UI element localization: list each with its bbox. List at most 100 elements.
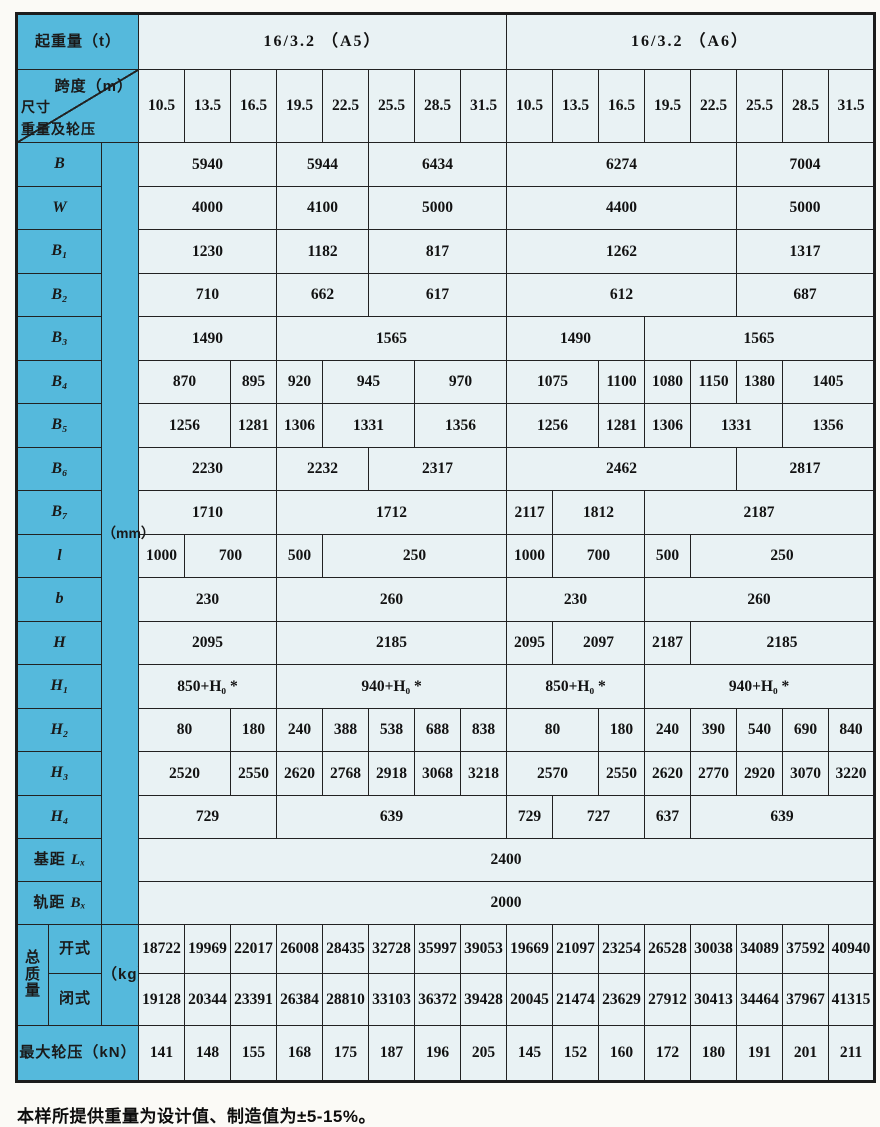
- value-cell: 1256: [506, 403, 600, 448]
- header-label-symbol: Lₓ: [70, 851, 86, 868]
- value-cell: 1565: [276, 316, 508, 361]
- value-cell: 500: [276, 533, 324, 578]
- value-cell: 2187: [644, 620, 692, 665]
- value-cell: 2097: [552, 620, 646, 665]
- unit-mm-cell: （mm）: [100, 142, 155, 925]
- value-cell: 1075: [506, 359, 600, 404]
- value-cell: 1000: [506, 533, 554, 578]
- value-cell: 850+H₀ *: [138, 664, 278, 709]
- value-cell: 895: [230, 359, 278, 404]
- value-cell: 39428: [460, 973, 508, 1026]
- value-cell: 2920: [736, 751, 784, 796]
- value-cell: 191: [736, 1025, 784, 1082]
- value-cell: 13.5: [184, 69, 232, 143]
- capacity-group-cell: 16/3.2 （A6）: [506, 13, 876, 70]
- header-label-cell: 开式: [48, 924, 102, 974]
- dimension-label-cell: H₂: [16, 707, 102, 752]
- value-cell: 37967: [782, 973, 830, 1026]
- value-cell: 5000: [736, 185, 876, 230]
- value-cell: 6274: [506, 142, 738, 187]
- value-cell: 31.5: [828, 69, 876, 143]
- value-cell: 240: [276, 707, 324, 752]
- value-cell: 700: [184, 533, 278, 578]
- row-b: b 230 260 230 260: [16, 577, 876, 622]
- value-cell: 22017: [230, 924, 278, 974]
- row-B5: B₅ 1256 1281 1306 1331 1356 1256 1281 1306 1331 13…: [16, 403, 876, 448]
- dimension-label-cell: H: [16, 620, 102, 665]
- dimension-label-cell: H₃: [16, 751, 102, 796]
- value-cell: 196: [414, 1025, 462, 1082]
- value-cell: 28.5: [782, 69, 830, 143]
- value-cell: 1256: [138, 403, 232, 448]
- value-cell: 1710: [138, 490, 278, 535]
- value-cell: 155: [230, 1025, 278, 1082]
- value-cell: 2462: [506, 446, 738, 491]
- value-cell: 1565: [644, 316, 876, 361]
- value-cell: 2317: [368, 446, 508, 491]
- dimension-label-cell: B₄: [16, 359, 102, 404]
- value-cell: 4400: [506, 185, 738, 230]
- value-cell: 172: [644, 1025, 692, 1082]
- value-cell: 23391: [230, 973, 278, 1026]
- row-span-header: 跨度（m） 尺寸 重量及轮压 10.5 13.5 16.5 19.5 22.5 25.5 28.5…: [15, 69, 876, 143]
- dimension-label-cell: b: [16, 577, 102, 622]
- value-cell: 26528: [644, 924, 692, 974]
- value-cell: 1380: [736, 359, 784, 404]
- value-cell: 22.5: [322, 69, 370, 143]
- row-H4: H₄ 729 639 729 727 637 639: [16, 794, 876, 839]
- value-cell: 3220: [828, 751, 876, 796]
- value-cell: 1150: [690, 359, 738, 404]
- value-cell: 2770: [690, 751, 738, 796]
- row-B7: B₇ 1710 1712 2117 1812 2187: [16, 490, 876, 535]
- value-cell: 838: [460, 707, 508, 752]
- row-l: l 1000 700 500 250 1000 700 500 250: [16, 533, 876, 578]
- value-cell: 2185: [276, 620, 508, 665]
- value-cell: 945: [322, 359, 416, 404]
- value-cell: 148: [184, 1025, 232, 1082]
- value-cell: 1262: [506, 229, 738, 274]
- value-cell: 180: [598, 707, 646, 752]
- value-cell: 1080: [644, 359, 692, 404]
- header-label-cell: 最大轮压（kN）: [15, 1025, 140, 1082]
- value-cell: 40940: [828, 924, 876, 974]
- value-cell: 4000: [138, 185, 278, 230]
- value-cell: 10.5: [138, 69, 186, 143]
- value-cell: 1490: [138, 316, 278, 361]
- value-cell: 32728: [368, 924, 416, 974]
- dimension-label-cell: B: [16, 142, 102, 187]
- value-cell: 19128: [138, 973, 186, 1026]
- row-wheelbase: 基距 Lₓ 2400: [16, 838, 876, 882]
- value-cell: 28.5: [414, 69, 462, 143]
- row-mass-closed: 闭式 19128 20344 23391 26384 28810 33103 36372 394…: [17, 973, 876, 1026]
- value-cell: 25.5: [736, 69, 784, 143]
- value-cell: 16.5: [230, 69, 278, 143]
- value-cell: 34089: [736, 924, 784, 974]
- value-cell: 500: [644, 533, 692, 578]
- dimension-label-cell: H₄: [16, 794, 102, 839]
- value-cell: 3070: [782, 751, 830, 796]
- value-cell: 710: [138, 272, 278, 317]
- row-mass-open: 总质量开式（kg）1872219969220172600828435327283…: [16, 924, 876, 1026]
- value-cell: 230: [138, 577, 278, 622]
- value-cell: 23629: [598, 973, 646, 1026]
- value-cell: 687: [736, 272, 876, 317]
- value-cell: 727: [552, 794, 646, 839]
- value-cell: 6434: [368, 142, 508, 187]
- value-cell: 36372: [414, 973, 462, 1026]
- value-cell: 2570: [506, 751, 600, 796]
- dimension-label-cell: B₆: [16, 446, 102, 491]
- value-cell: 690: [782, 707, 830, 752]
- diagonal-split: 跨度（m） 尺寸 重量及轮压: [18, 70, 138, 142]
- value-cell: 260: [276, 577, 508, 622]
- value-cell: 729: [506, 794, 554, 839]
- value-cell: 7004: [736, 142, 876, 187]
- value-cell: 617: [368, 272, 508, 317]
- value-cell: 2620: [644, 751, 692, 796]
- value-cell: 205: [460, 1025, 508, 1082]
- value-cell: 28810: [322, 973, 370, 1026]
- crane-spec-table: 起重量（t） 16/3.2 （A5） 16/3.2 （A6） 跨度（m） 尺寸 重量及轮压…: [15, 12, 877, 1083]
- row-gauge: 轨距 Bₓ 2000: [16, 881, 876, 925]
- value-cell: 5944: [276, 142, 370, 187]
- value-cell: 1230: [138, 229, 278, 274]
